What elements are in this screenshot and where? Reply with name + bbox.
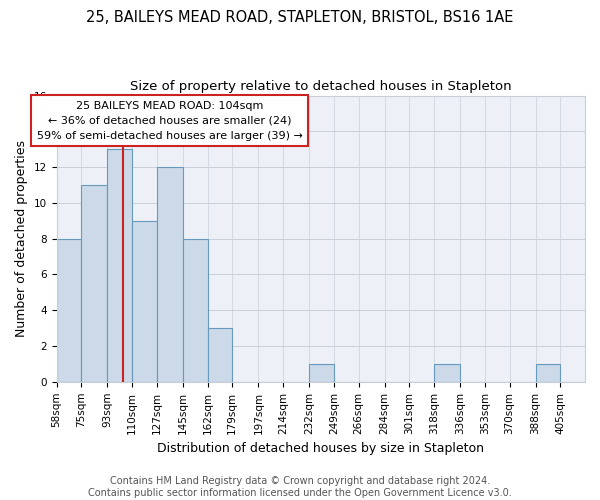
Bar (536, 364, 560, 382)
Title: Size of property relative to detached houses in Stapleton: Size of property relative to detached ho… (130, 80, 512, 93)
Bar (56, 238, 81, 382)
Bar (81, 185, 107, 382)
Bar (183, 238, 208, 382)
Bar (309, 364, 334, 382)
Text: Contains HM Land Registry data © Crown copyright and database right 2024.
Contai: Contains HM Land Registry data © Crown c… (88, 476, 512, 498)
Bar (434, 364, 460, 382)
Bar (208, 328, 232, 382)
Bar (132, 221, 157, 382)
Bar (107, 149, 132, 382)
Text: 25 BAILEYS MEAD ROAD: 104sqm
← 36% of detached houses are smaller (24)
59% of se: 25 BAILEYS MEAD ROAD: 104sqm ← 36% of de… (37, 101, 303, 140)
Y-axis label: Number of detached properties: Number of detached properties (15, 140, 28, 337)
X-axis label: Distribution of detached houses by size in Stapleton: Distribution of detached houses by size … (157, 442, 484, 455)
Bar (157, 167, 183, 382)
Text: 25, BAILEYS MEAD ROAD, STAPLETON, BRISTOL, BS16 1AE: 25, BAILEYS MEAD ROAD, STAPLETON, BRISTO… (86, 10, 514, 25)
